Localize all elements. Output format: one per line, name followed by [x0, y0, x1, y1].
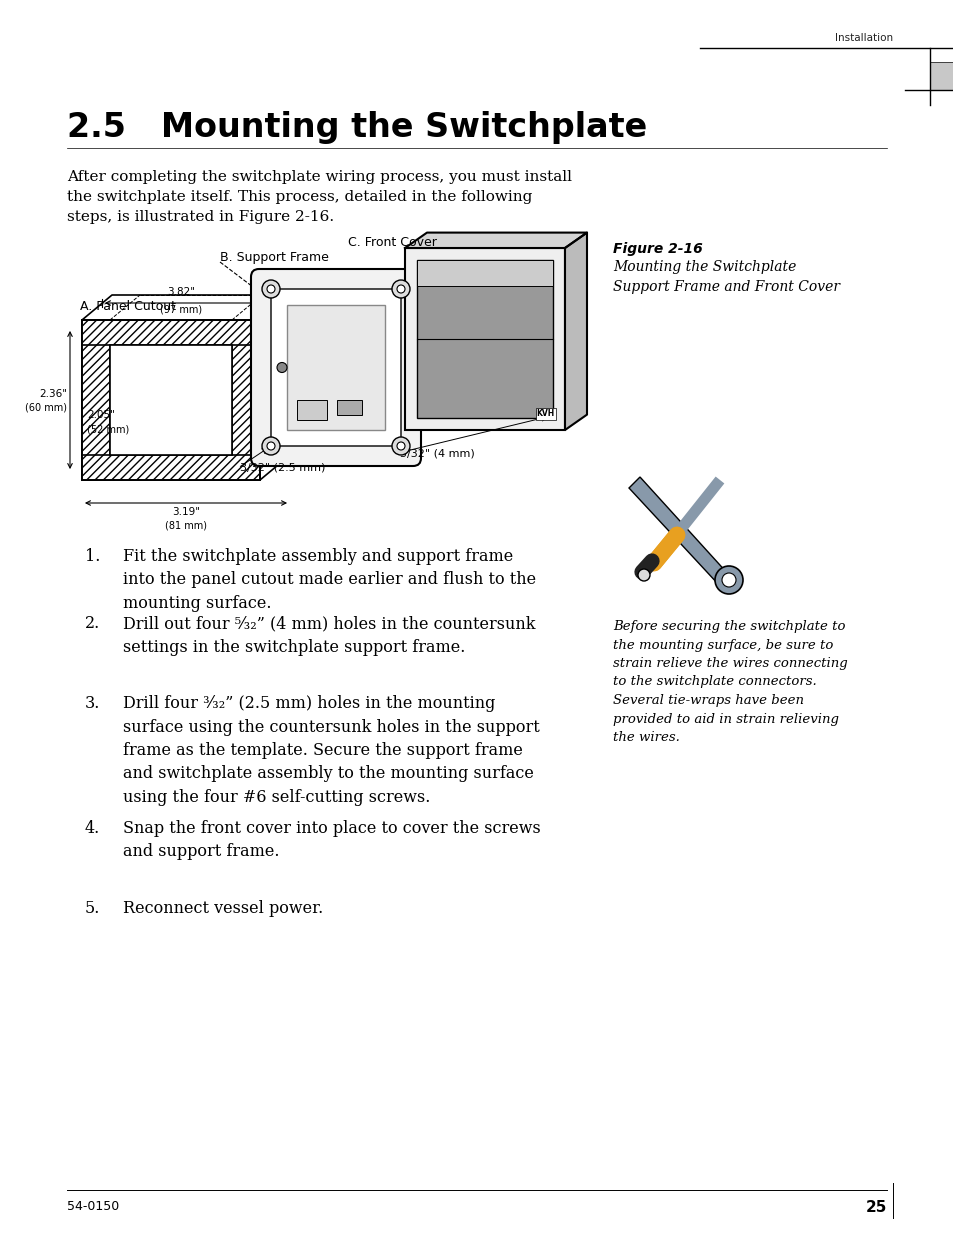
Text: Drill out four ⁵⁄₃₂” (4 mm) holes in the countersunk
settings in the switchplate: Drill out four ⁵⁄₃₂” (4 mm) holes in the… [123, 615, 535, 656]
Bar [82, 320, 260, 480]
Text: 3.: 3. [85, 695, 100, 713]
Bar [232, 320, 260, 480]
Circle shape [714, 566, 742, 594]
Bar [82, 454, 260, 480]
Bar [82, 454, 260, 480]
Text: Support Frame and Front Cover: Support Frame and Front Cover [613, 280, 840, 294]
Circle shape [396, 442, 405, 450]
Polygon shape [628, 477, 728, 585]
Circle shape [392, 437, 410, 454]
Circle shape [276, 363, 287, 373]
Bar [82, 320, 260, 345]
Polygon shape [405, 232, 586, 248]
Text: Installation: Installation [834, 33, 892, 43]
Bar [416, 261, 553, 287]
Text: After completing the switchplate wiring process, you must install
the switchplat: After completing the switchplate wiring … [67, 170, 572, 224]
Text: 3/32" (2.5 mm): 3/32" (2.5 mm) [240, 463, 325, 473]
FancyBboxPatch shape [271, 289, 400, 446]
Text: 2.: 2. [85, 615, 100, 632]
Bar [82, 320, 260, 480]
Circle shape [396, 285, 405, 293]
Text: 5/32" (4 mm): 5/32" (4 mm) [399, 448, 475, 458]
Text: 1.: 1. [85, 548, 100, 564]
Bar [82, 320, 110, 480]
Text: KVH: KVH [537, 410, 555, 419]
Text: (60 mm): (60 mm) [25, 403, 67, 412]
Text: (81 mm): (81 mm) [165, 520, 207, 530]
Text: Figure 2-16: Figure 2-16 [613, 242, 702, 256]
Circle shape [721, 573, 735, 587]
Bar [929, 62, 953, 90]
Text: Before securing the switchplate to
the mounting surface, be sure to
strain relie: Before securing the switchplate to the m… [613, 620, 847, 743]
Text: 4.: 4. [85, 820, 100, 837]
Bar [110, 345, 232, 454]
Bar [405, 248, 564, 430]
Bar [82, 320, 260, 345]
Circle shape [267, 442, 274, 450]
FancyBboxPatch shape [251, 269, 420, 466]
Text: 2.5   Mounting the Switchplate: 2.5 Mounting the Switchplate [67, 111, 646, 144]
Text: 3.82": 3.82" [167, 287, 194, 296]
Text: Drill four ³⁄₃₂” (2.5 mm) holes in the mounting
surface using the countersunk ho: Drill four ³⁄₃₂” (2.5 mm) holes in the m… [123, 695, 539, 806]
Text: 2.05": 2.05" [87, 410, 114, 420]
Bar [296, 400, 327, 420]
Circle shape [262, 280, 280, 298]
Text: Snap the front cover into place to cover the screws
and support frame.: Snap the front cover into place to cover… [123, 820, 540, 861]
Circle shape [267, 285, 274, 293]
Bar [416, 261, 553, 417]
Bar [287, 305, 385, 430]
Text: Mounting the Switchplate: Mounting the Switchplate [613, 261, 796, 274]
Circle shape [638, 569, 649, 580]
Text: Fit the switchplate assembly and support frame
into the panel cutout made earlie: Fit the switchplate assembly and support… [123, 548, 536, 613]
Circle shape [262, 437, 280, 454]
Text: 54-0150: 54-0150 [67, 1200, 119, 1214]
Text: 2.36": 2.36" [39, 389, 67, 399]
Bar [232, 320, 260, 480]
Text: (97 mm): (97 mm) [160, 305, 202, 315]
Polygon shape [564, 232, 586, 430]
Bar [82, 320, 110, 480]
Circle shape [392, 280, 410, 298]
Bar [336, 400, 361, 415]
Text: B. Support Frame: B. Support Frame [220, 252, 329, 264]
Text: (52 mm): (52 mm) [87, 425, 129, 435]
Text: 5.: 5. [85, 900, 100, 918]
Text: 25: 25 [864, 1199, 886, 1214]
Text: Reconnect vessel power.: Reconnect vessel power. [123, 900, 323, 918]
Text: A. Panel Cutout: A. Panel Cutout [80, 300, 175, 314]
Text: 3.19": 3.19" [172, 508, 200, 517]
Text: C. Front Cover: C. Front Cover [348, 236, 436, 249]
